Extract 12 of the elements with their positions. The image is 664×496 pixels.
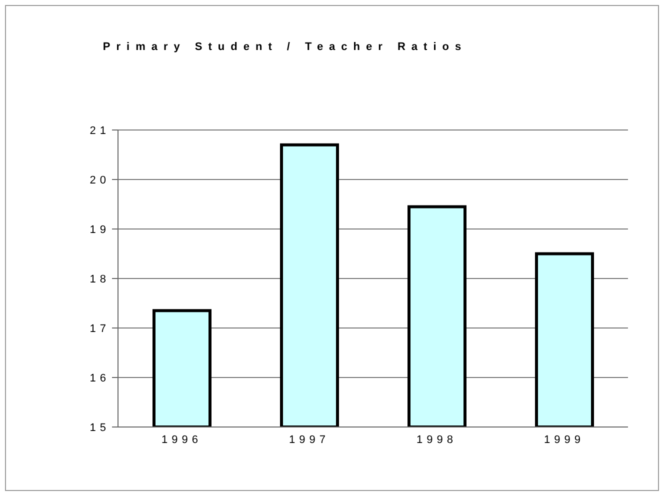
y-tick-label: 15 <box>90 422 110 434</box>
y-tick-label: 19 <box>90 224 110 236</box>
y-tick-label: 18 <box>90 273 110 286</box>
x-tick-label: 1999 <box>544 434 584 446</box>
chart-title: Primary Student / Teacher Ratios <box>102 40 468 55</box>
y-tick-label: 20 <box>90 174 110 186</box>
y-tick-label: 21 <box>90 124 110 137</box>
x-tick-label: 1997 <box>289 434 330 446</box>
y-tick-label: 16 <box>90 372 110 384</box>
x-tick-label: 1998 <box>416 434 457 446</box>
x-tick-label: 1996 <box>162 434 202 446</box>
y-tick-label: 17 <box>90 322 110 335</box>
